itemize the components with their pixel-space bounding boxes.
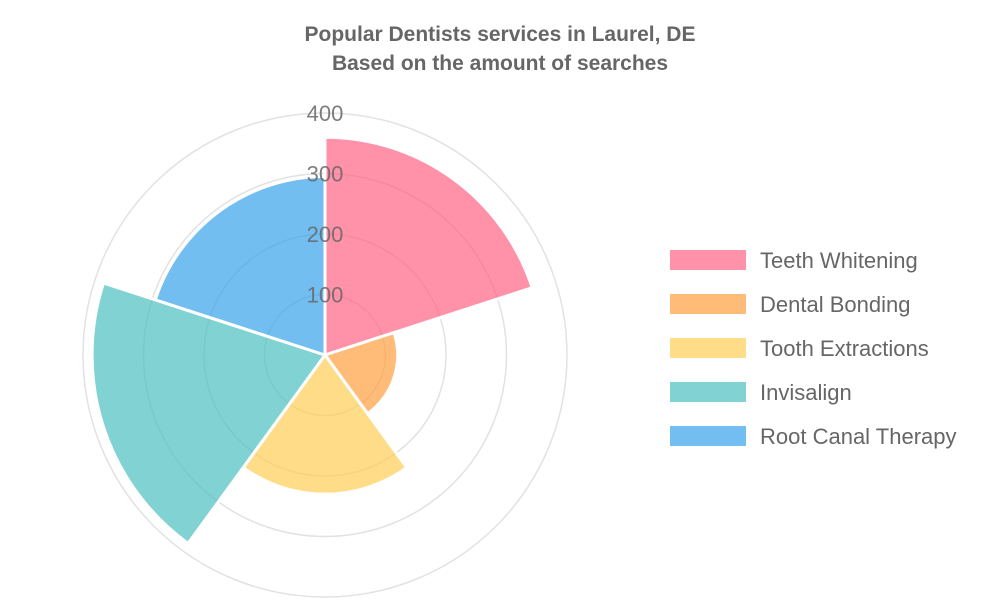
legend-swatch <box>670 426 746 446</box>
legend-swatch <box>670 338 746 358</box>
tick-label-300: 300 <box>307 162 344 187</box>
legend-label: Tooth Extractions <box>760 336 929 361</box>
legend-item-teeth-whitening[interactable]: Teeth Whitening <box>670 248 918 273</box>
sector-dental-bonding[interactable] <box>322 330 400 416</box>
sector-tooth-extractions[interactable] <box>241 352 409 496</box>
legend-item-invisalign[interactable]: Invisalign <box>670 380 852 405</box>
sector-teeth-whitening[interactable] <box>323 135 535 358</box>
grid-circle-400 <box>82 112 568 598</box>
chart-title-line-1: Popular Dentists services in Laurel, DE <box>305 23 696 46</box>
legend-item-tooth-extractions[interactable]: Tooth Extractions <box>670 336 929 361</box>
legend-label: Teeth Whitening <box>760 248 918 273</box>
chart-title-line-2: Based on the amount of searches <box>332 52 668 75</box>
legend-item-dental-bonding[interactable]: Dental Bonding <box>670 292 910 317</box>
legend-item-root-canal-therapy[interactable]: Root Canal Therapy <box>670 424 957 449</box>
tick-label-100: 100 <box>307 283 344 308</box>
legend-label: Invisalign <box>760 380 852 405</box>
legend-swatch <box>670 382 746 402</box>
tick-label-200: 200 <box>307 222 344 247</box>
legend-label: Dental Bonding <box>760 292 910 317</box>
tick-label-400: 400 <box>307 101 344 126</box>
sector-root-canal-therapy[interactable] <box>153 175 327 358</box>
legend-swatch <box>670 294 746 314</box>
legend-swatch <box>670 250 746 270</box>
sector-invisalign[interactable] <box>90 281 328 546</box>
legend-label: Root Canal Therapy <box>760 424 957 449</box>
